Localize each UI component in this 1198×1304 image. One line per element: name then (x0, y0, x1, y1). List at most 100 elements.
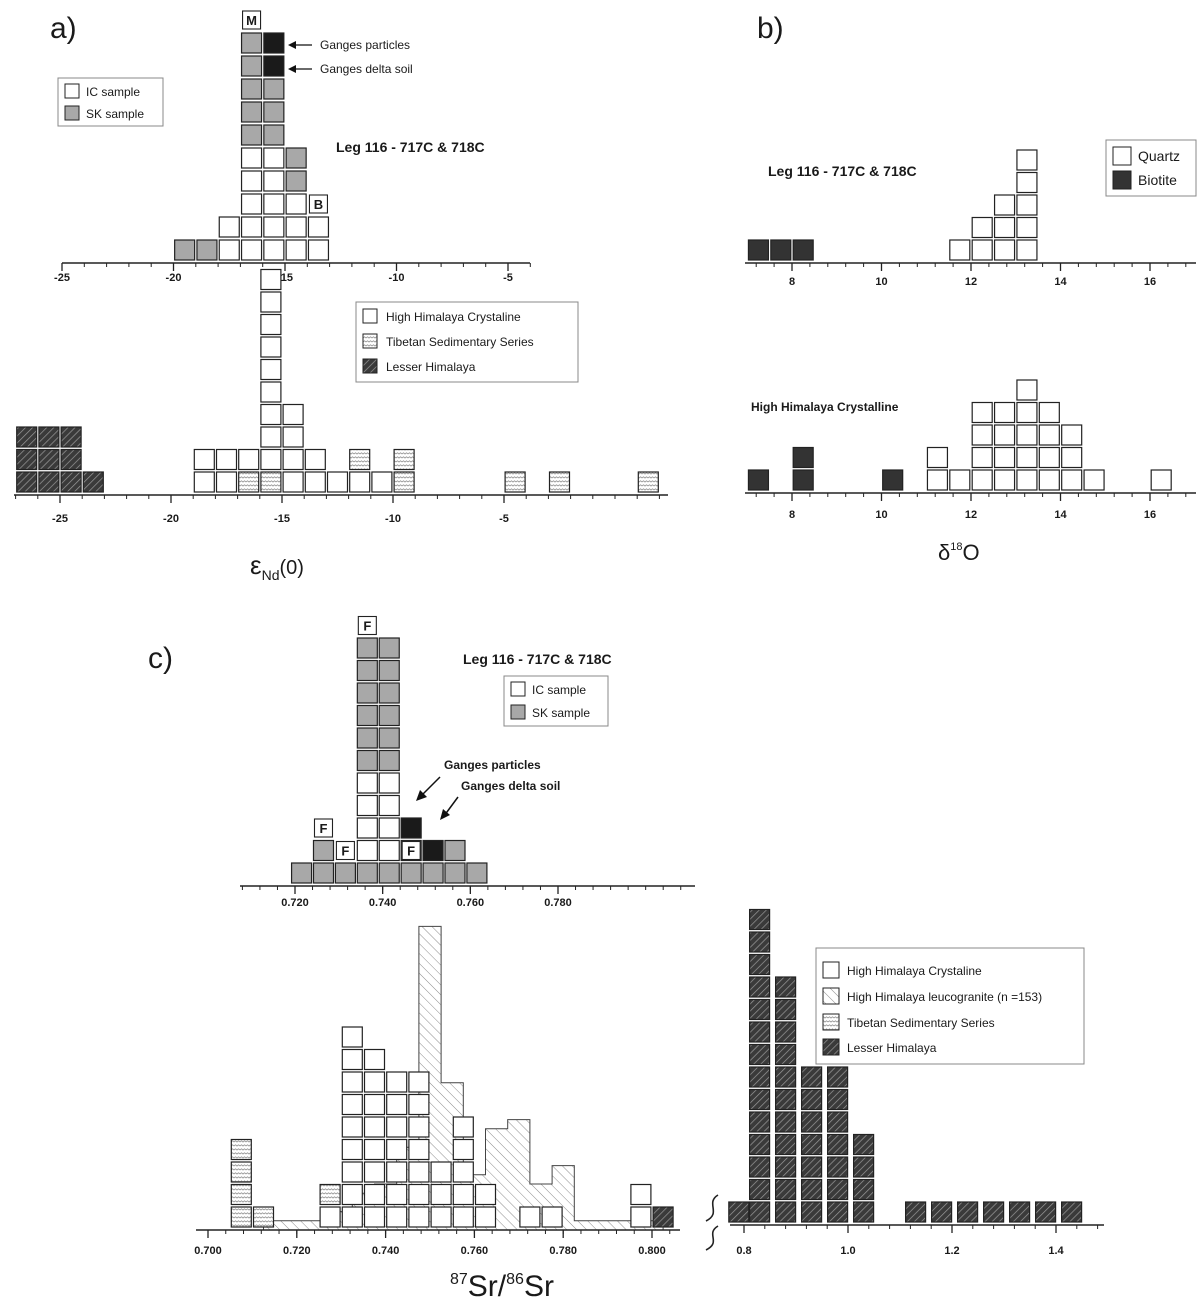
sample-square-qz (1016, 194, 1038, 216)
sample-square-hhc (408, 1071, 430, 1093)
sample-square-hhc (408, 1093, 430, 1116)
sample-square-lh (748, 1156, 771, 1178)
sample-square-lh (826, 1133, 849, 1156)
legend-lh-label: Lesser Himalaya (386, 360, 476, 374)
x-tick-label: 0.8 (736, 1245, 751, 1257)
panel-b-upper-marks (747, 149, 1038, 261)
sample-square-qz (1083, 469, 1105, 491)
sample-label-box (335, 840, 355, 861)
x-tick-label: -25 (52, 513, 68, 525)
sample-square-qz (949, 239, 971, 261)
x-tick-label: 1.0 (840, 1245, 855, 1257)
sample-label: F (407, 844, 415, 859)
sample-square-qz (971, 446, 993, 469)
x-tick-label: 8 (789, 509, 795, 521)
panel-c-lower-marks (230, 1026, 674, 1228)
sample-square-qz (993, 216, 1016, 239)
legend-c-ic-swatch (510, 681, 526, 697)
sample-square-lh (748, 931, 771, 953)
legend-tss-swatch (362, 333, 378, 349)
sample-square-hhc (260, 358, 282, 381)
panel-c-title: Leg 116 - 717C & 718C (463, 651, 612, 667)
sample-square-lh (748, 976, 771, 998)
sample-square-hhc (341, 1206, 363, 1228)
sample-square-lh (748, 1111, 771, 1133)
panel-c-lower-marks-extended (728, 908, 1083, 1223)
legend-c-hhc-swatch (822, 961, 840, 979)
sample-square-hhc (341, 1026, 363, 1048)
sample-square-hhc (630, 1206, 652, 1228)
x-tick-label: 16 (1144, 276, 1156, 288)
sample-square-hhc (386, 1093, 408, 1116)
sample-square-lh (748, 1066, 771, 1088)
x-tick-label: 0.740 (369, 897, 397, 909)
panel-c-legend-sources: High Himalaya Crystaline High Himalaya l… (815, 947, 1085, 1065)
sample-square-hhc (408, 1138, 430, 1161)
sample-square-qz (926, 469, 949, 491)
sample-square-lh (16, 426, 38, 448)
sample-square-ic (218, 239, 240, 261)
sample-square-lh (774, 1043, 797, 1066)
sample-square-bio (792, 469, 814, 491)
sample-square-sk (285, 147, 307, 169)
sample-square-qz (971, 401, 993, 424)
sample-square-sk (422, 862, 444, 884)
legend-c-tss-label: Tibetan Sedimentary Series (847, 1016, 995, 1030)
sample-square-tss (260, 471, 282, 493)
sample-square-sk (400, 862, 422, 884)
annotation-ganges-delta-soil: Ganges delta soil (320, 62, 413, 76)
x-tick-label: 0.780 (549, 1245, 577, 1257)
sample-square-lh (930, 1201, 953, 1223)
sample-square-lh (748, 1178, 771, 1201)
sample-square-lh (826, 1178, 849, 1201)
sample-square-tss (349, 448, 371, 471)
sample-square-lh (1034, 1201, 1057, 1223)
sample-square-lh (748, 1088, 771, 1111)
sample-square-hhc (260, 291, 282, 313)
sample-square-hhc (363, 1161, 386, 1183)
sample-square-hhc (363, 1071, 386, 1093)
sample-square-ic (263, 170, 285, 192)
sample-label: B (314, 197, 323, 212)
sample-square-ic (378, 794, 400, 817)
sample-square-dark (263, 55, 285, 77)
sample-square-hhc (363, 1183, 386, 1206)
panel-a-xlabel-subscript: Nd (262, 567, 280, 583)
sample-square-tss (637, 471, 659, 493)
panel-b-lower-marks (747, 379, 1172, 491)
sample-square-hhc (386, 1183, 408, 1206)
sample-square-hhc (430, 1206, 452, 1228)
panel-b: b) Leg 116 - 717C & 718C Quartz Biotite … (745, 12, 1197, 565)
legend-ic-label: IC sample (86, 85, 140, 99)
sample-square-lh (774, 1201, 797, 1223)
sample-square-bio (770, 239, 792, 261)
sample-square-qz (1016, 469, 1038, 491)
sample-square-tss (393, 471, 415, 493)
sample-square-tss (238, 471, 260, 493)
panel-a-legend-sources: High Himalaya Crystaline Tibetan Sedimen… (355, 301, 579, 383)
sample-square-ic (356, 817, 378, 839)
panel-c-lower-axis: 0.700 0.720 0.740 0.760 0.780 0.800 (194, 1229, 680, 1257)
legend-c-lh-label: Lesser Himalaya (847, 1041, 937, 1055)
sample-square-lh (38, 426, 60, 448)
x-tick-label: 1.2 (944, 1245, 959, 1257)
panel-a-lower-axis: -25 -20 -15 -10 -5 (14, 494, 668, 525)
legend-quartz-swatch (1112, 146, 1132, 166)
sample-square-lh (774, 1133, 797, 1156)
legend-c-leuco-label: High Himalaya leucogranite (n =153) (847, 990, 1042, 1004)
legend-c-ic-label: IC sample (532, 683, 586, 697)
sample-square-hhc (193, 471, 215, 493)
sample-square-lh (800, 1066, 823, 1088)
sample-square-hhc (452, 1183, 474, 1206)
sample-square-lh (826, 1156, 849, 1178)
panel-b-lower-axis: 8 10 12 14 16 (745, 492, 1196, 521)
sample-square-lh (652, 1206, 674, 1228)
sample-square-lh (800, 1111, 823, 1133)
sample-square-hhc (193, 448, 215, 471)
sample-square-lh (38, 471, 60, 493)
sample-square-ic (263, 216, 285, 238)
sample-square-hhc (474, 1206, 497, 1228)
sample-square-ic (307, 216, 330, 238)
